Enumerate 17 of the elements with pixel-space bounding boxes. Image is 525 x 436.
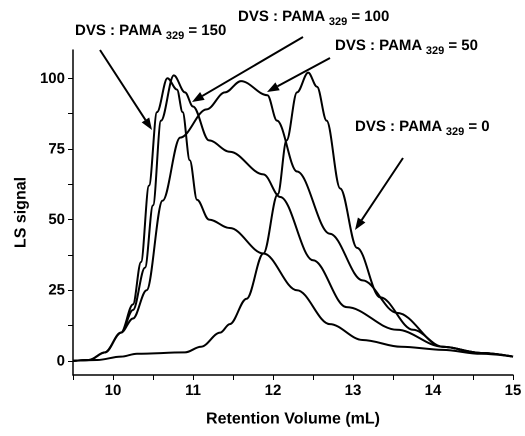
y-tick-label: 100 xyxy=(40,70,65,87)
y-axis-title: LS signal xyxy=(12,176,30,248)
y-tick-label: 75 xyxy=(48,140,65,158)
x-tick-label: 15 xyxy=(504,382,522,399)
x-tick-label: 12 xyxy=(264,382,282,399)
x-axis-title: Retention Volume (mL) xyxy=(206,410,380,428)
y-tick-label: 0 xyxy=(56,352,65,370)
text: DVS : PAMA $_{329}$ = 150 xyxy=(75,22,226,42)
x-tick-label: 11 xyxy=(185,382,201,399)
text: DVS : PAMA $_{329}$ = 100 xyxy=(238,8,390,28)
x-tick-label: 10 xyxy=(104,382,122,399)
annotation: DVS : PAMA $_{329}$ = 50 xyxy=(335,37,478,57)
y-tick-label: 25 xyxy=(48,282,65,299)
x-tick-label: 13 xyxy=(344,382,362,399)
annotation: DVS : PAMA $_{329}$ = 0 xyxy=(355,118,490,138)
y-tick-label: 50 xyxy=(48,211,65,228)
x-tick-label: 14 xyxy=(424,382,442,399)
